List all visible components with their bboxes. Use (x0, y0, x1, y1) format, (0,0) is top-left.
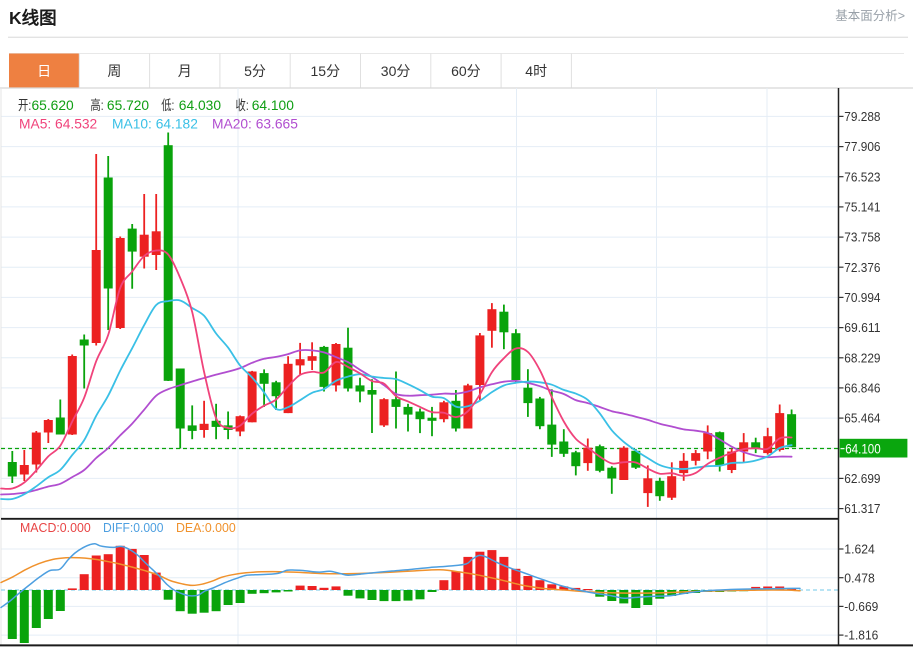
svg-text:-1.816: -1.816 (844, 628, 878, 643)
svg-text:64.100: 64.100 (252, 98, 295, 113)
svg-text:66.846: 66.846 (844, 381, 880, 396)
svg-text:0.478: 0.478 (844, 570, 875, 585)
svg-text:低:: 低: (161, 98, 174, 113)
svg-text:30分: 30分 (381, 63, 411, 79)
svg-text:70.994: 70.994 (844, 290, 880, 305)
svg-text:79.288: 79.288 (844, 109, 880, 124)
svg-text:15分: 15分 (311, 63, 341, 79)
svg-text:基本面分析>: 基本面分析> (835, 9, 905, 23)
svg-text:4时: 4时 (525, 63, 547, 79)
svg-text:5分: 5分 (244, 63, 266, 79)
svg-text:76.523: 76.523 (844, 169, 880, 184)
svg-text:69.611: 69.611 (844, 320, 880, 335)
svg-text:MACD:0.000: MACD:0.000 (20, 521, 91, 535)
svg-text:K线图: K线图 (9, 8, 57, 28)
svg-text:DIFF:0.000: DIFF:0.000 (103, 521, 164, 535)
svg-text:1.624: 1.624 (844, 542, 875, 557)
svg-text:68.229: 68.229 (844, 350, 880, 365)
svg-text:64.030: 64.030 (179, 98, 222, 113)
svg-text:77.906: 77.906 (844, 139, 880, 154)
svg-text:DEA:0.000: DEA:0.000 (176, 521, 236, 535)
svg-text:60分: 60分 (451, 63, 481, 79)
svg-text:-0.669: -0.669 (844, 599, 878, 614)
svg-text:61.317: 61.317 (844, 501, 880, 516)
svg-text:MA5: 64.532: MA5: 64.532 (19, 117, 97, 132)
svg-text:开:: 开: (18, 98, 31, 113)
svg-text:周: 周 (107, 63, 121, 79)
svg-text:MA20: 63.665: MA20: 63.665 (212, 117, 298, 132)
svg-text:65.464: 65.464 (844, 411, 880, 426)
svg-text:收:: 收: (236, 98, 249, 113)
svg-text:75.141: 75.141 (844, 200, 880, 215)
svg-text:月: 月 (178, 63, 192, 79)
svg-text:日: 日 (37, 63, 51, 79)
svg-text:64.100: 64.100 (845, 441, 881, 456)
svg-text:62.699: 62.699 (844, 471, 880, 486)
svg-text:72.376: 72.376 (844, 260, 880, 275)
svg-text:MA10: 64.182: MA10: 64.182 (112, 117, 198, 132)
svg-text:73.758: 73.758 (844, 230, 880, 245)
svg-text:65.620: 65.620 (32, 98, 75, 113)
svg-text:高:: 高: (90, 97, 103, 113)
svg-text:65.720: 65.720 (107, 98, 150, 113)
